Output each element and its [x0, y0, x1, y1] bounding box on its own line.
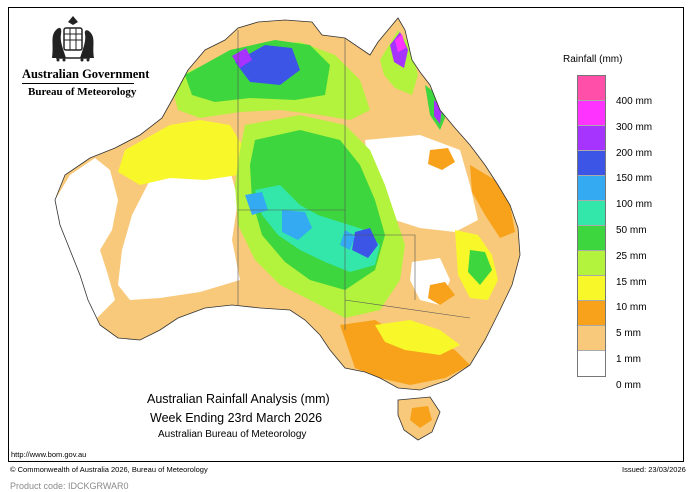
legend-swatch — [578, 226, 605, 251]
legend-swatch — [578, 176, 605, 201]
legend-label: 15 mm — [616, 276, 647, 288]
legend-swatch — [578, 76, 605, 101]
map-title: Australian Rainfall Analysis (mm) — [147, 392, 330, 406]
legend-swatch — [578, 251, 605, 276]
map-credit: Australian Bureau of Meteorology — [158, 429, 307, 440]
state-borders — [237, 30, 471, 330]
coastline — [54, 17, 521, 391]
legend-label: 5 mm — [616, 328, 641, 340]
legend-label: 300 mm — [616, 121, 653, 133]
legend-label: 100 mm — [616, 199, 653, 211]
legend-swatch — [578, 351, 605, 376]
legend-label: 50 mm — [616, 225, 647, 236]
rainfall-shading — [55, 18, 520, 390]
legend-color-bar — [577, 75, 606, 377]
legend-swatch — [578, 326, 605, 351]
bureau-title: Bureau of Meteorology — [28, 86, 137, 98]
coat-of-arms-icon — [52, 16, 94, 62]
legend-swatch — [578, 101, 605, 126]
divider — [22, 83, 134, 84]
legend-label: 400 mm — [616, 96, 653, 107]
product-code: Product code: IDCKGRWAR0 — [10, 481, 129, 491]
legend-title: Rainfall (mm) — [563, 54, 623, 65]
legend-swatch — [578, 126, 605, 151]
legend-swatch — [578, 201, 605, 226]
government-title: Australian Government — [22, 67, 150, 81]
legend-label: 200 mm — [616, 147, 653, 159]
legend-label: 150 mm — [616, 173, 653, 185]
legend-label: 1 mm — [616, 354, 641, 365]
issued-date: Issued: 23/03/2026 — [622, 465, 686, 474]
legend-swatch — [578, 301, 605, 326]
legend-swatch — [578, 276, 605, 301]
map-subtitle: Week Ending 23rd March 2026 — [150, 411, 323, 425]
legend-label: 25 mm — [616, 250, 647, 262]
tasmania-rainfall — [410, 406, 432, 428]
legend-label: 10 mm — [616, 302, 647, 314]
website-link[interactable]: http://www.bom.gov.au — [11, 450, 87, 459]
copyright-text: © Commonwealth of Australia 2026, Bureau… — [10, 465, 208, 474]
legend-swatch — [578, 151, 605, 176]
legend-label: 0 mm — [616, 379, 641, 391]
